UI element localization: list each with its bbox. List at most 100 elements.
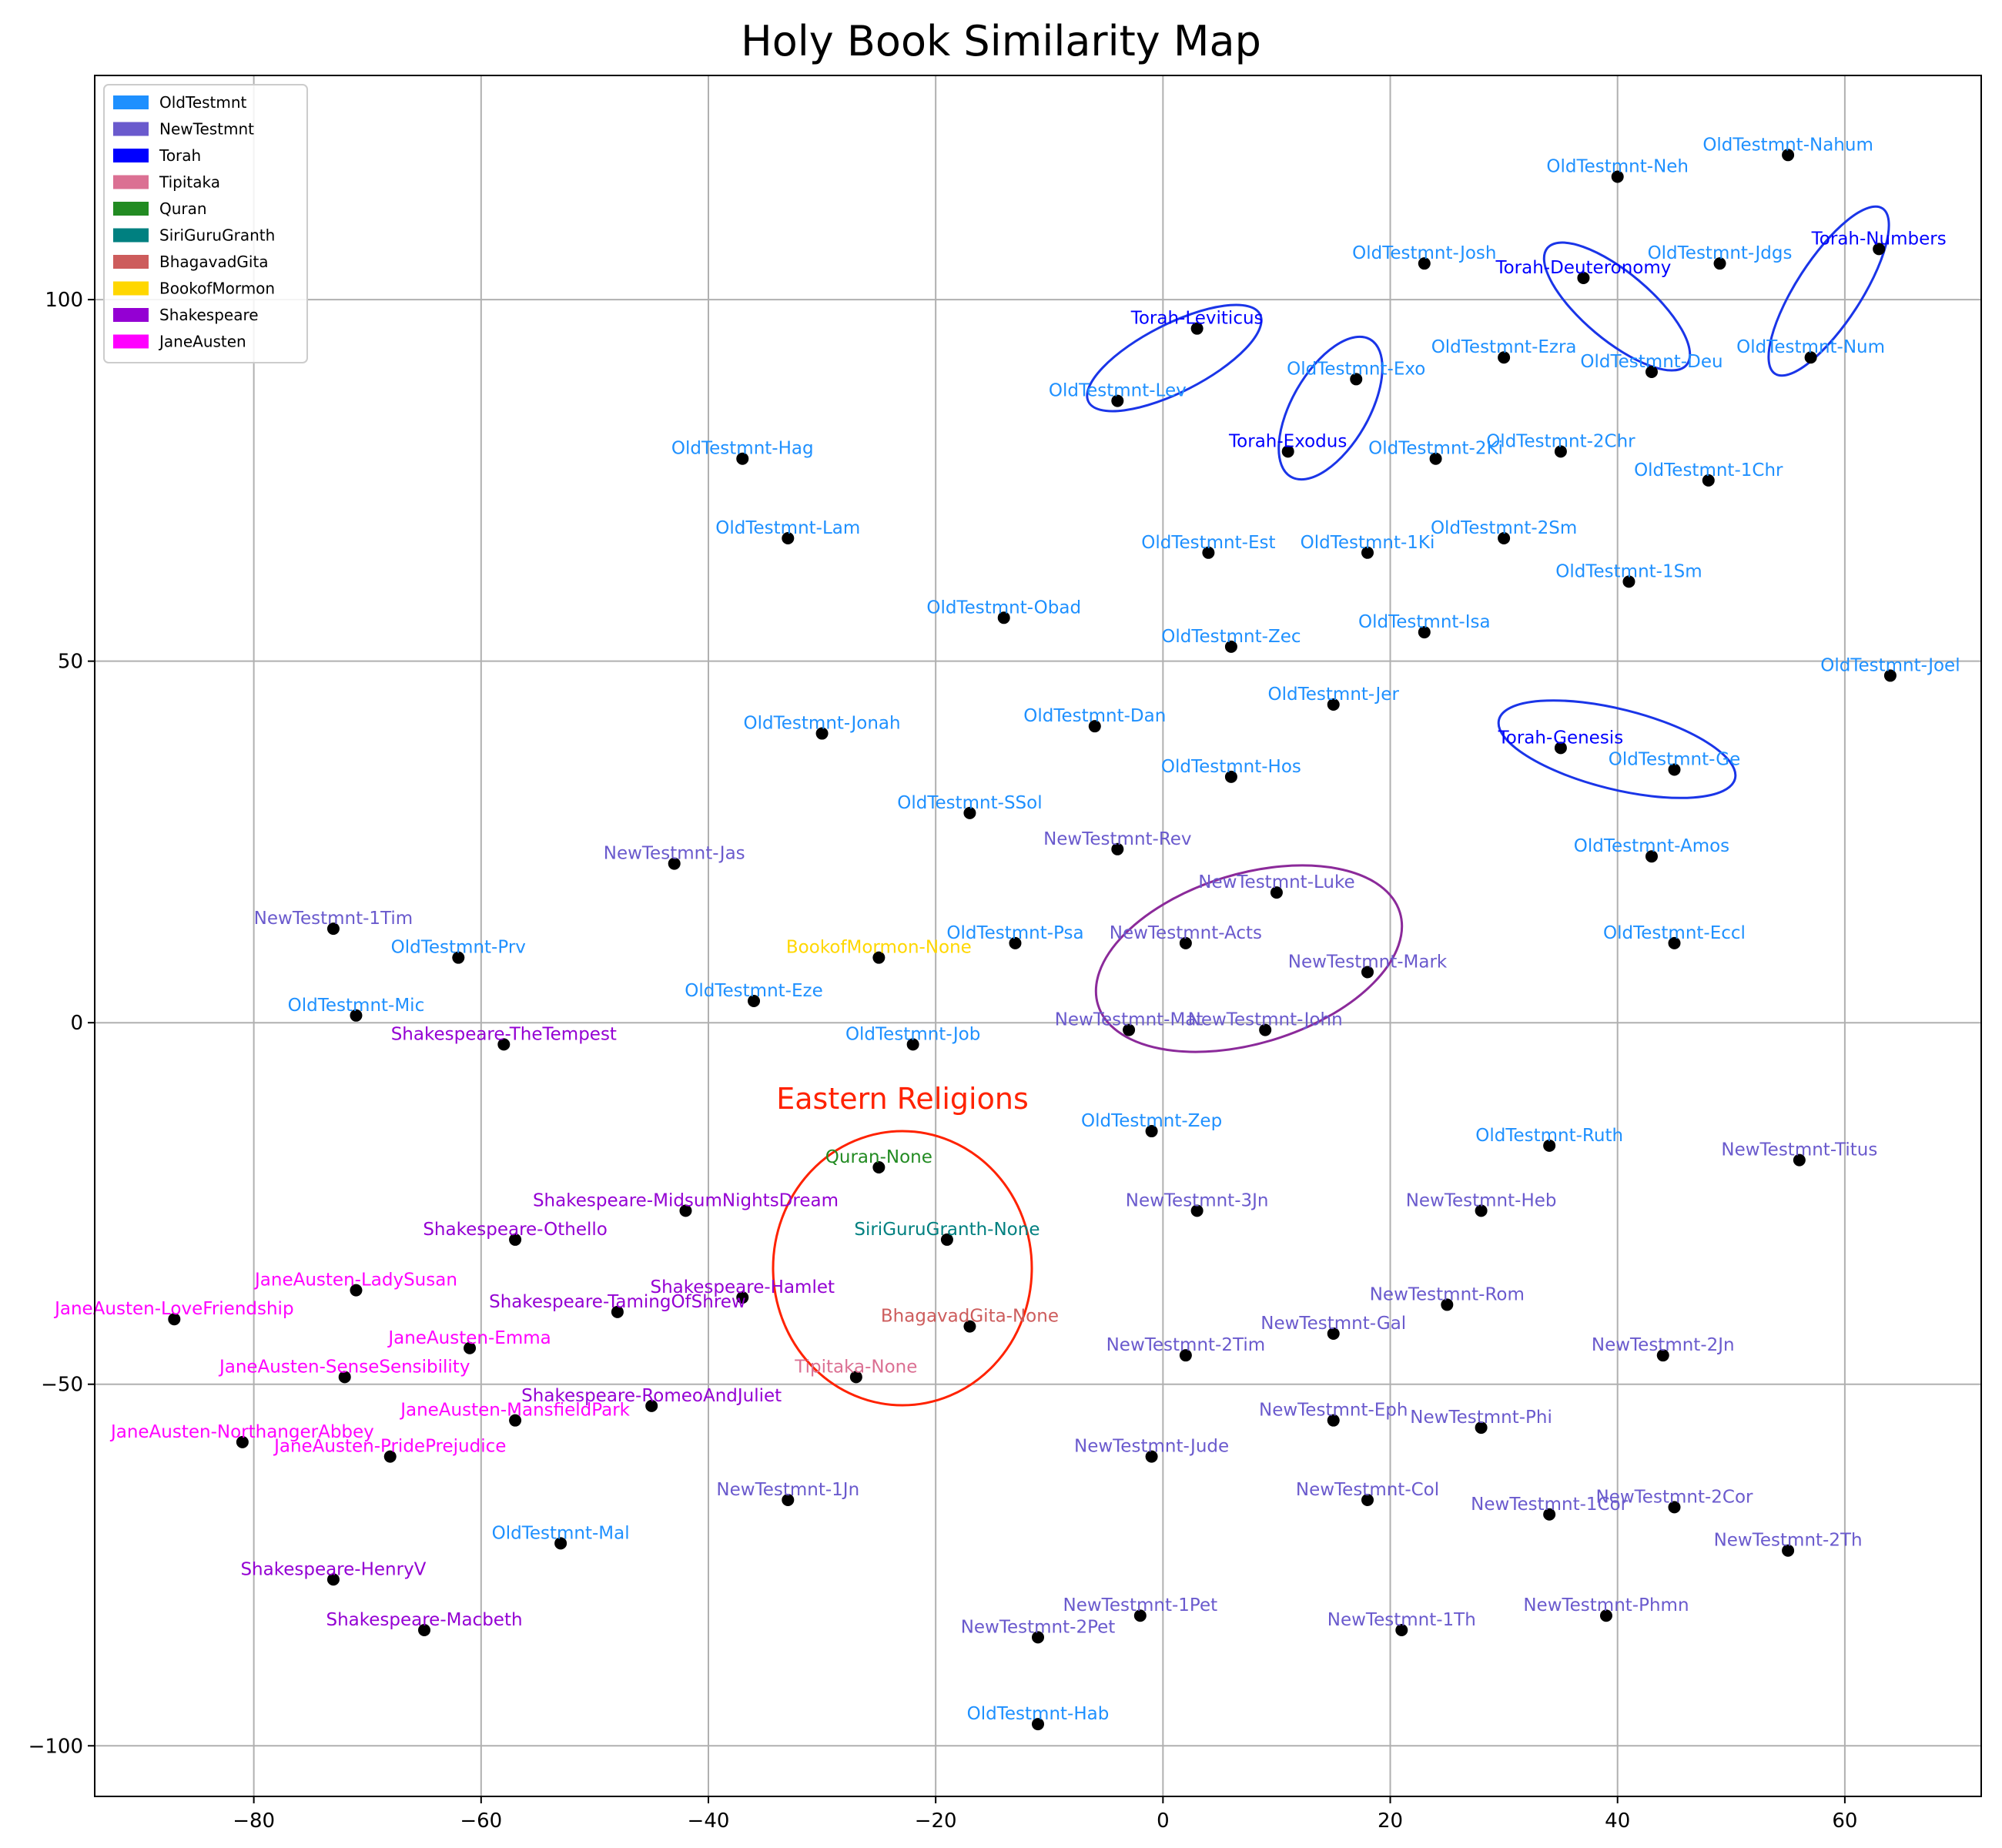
point-label: NewTestmnt-Mat: [1055, 1010, 1204, 1030]
point-label: NewTestmnt-Luke: [1198, 872, 1354, 892]
data-point: [1599, 1609, 1612, 1622]
data-point: [1622, 575, 1635, 588]
x-tick-label: 40: [1605, 1810, 1630, 1833]
chart-title: Holy Book Similarity Map: [741, 17, 1261, 65]
point-label: OldTestmnt-Eze: [685, 981, 822, 1001]
point-label: NewTestmnt-Rev: [1043, 829, 1191, 849]
point-label: OldTestmnt-Josh: [1352, 243, 1496, 263]
eastern-religions-annotation: Eastern Religions: [776, 1082, 1029, 1116]
data-point: [1361, 1493, 1374, 1506]
data-point: [1873, 243, 1886, 256]
point-label: OldTestmnt-Eccl: [1603, 923, 1746, 943]
x-tick-label: 60: [1832, 1810, 1857, 1833]
data-point: [782, 532, 795, 545]
point-label: OldTestmnt-Obad: [926, 598, 1081, 618]
data-point: [1032, 1718, 1044, 1731]
point-label: JaneAusten-MansfieldPark: [399, 1401, 630, 1421]
data-point: [849, 1371, 862, 1384]
point-label: NewTestmnt-Gal: [1260, 1314, 1406, 1334]
cluster-ellipses: [772, 205, 1890, 1407]
grid: [95, 75, 1981, 1796]
legend-swatch: [113, 334, 149, 349]
data-point: [963, 806, 976, 819]
torah-deuteronomy-cluster-ellipse: [1542, 241, 1692, 372]
legend-swatch: [113, 255, 149, 269]
point-label: NewTestmnt-Eph: [1259, 1401, 1408, 1421]
plot-frame: [94, 75, 1982, 1797]
point-label: OldTestmnt-Neh: [1546, 156, 1689, 176]
legend-label: JaneAusten: [158, 333, 246, 351]
point-label: OldTestmnt-1Chr: [1634, 460, 1783, 480]
data-point: [679, 1204, 692, 1217]
point-label: JaneAusten-PridePrejudice: [273, 1437, 506, 1457]
point-label: NewTestmnt-2Pet: [961, 1617, 1116, 1637]
legend-label: Torah: [159, 146, 201, 165]
point-label: OldTestmnt-Zep: [1081, 1111, 1222, 1131]
point-label: NewTestmnt-Acts: [1110, 923, 1262, 943]
data-point: [1656, 1349, 1669, 1362]
y-tick-label: −100: [28, 1735, 83, 1758]
data-point: [1475, 1421, 1488, 1435]
torah-exodus-cluster-ellipse: [1277, 335, 1384, 481]
legend-swatch: [113, 95, 149, 109]
point-label: BhagavadGita-None: [881, 1307, 1059, 1327]
data-point: [1327, 1327, 1340, 1340]
data-point: [350, 1009, 363, 1022]
point-label: OldTestmnt-Psa: [946, 923, 1083, 943]
data-point: [236, 1435, 249, 1448]
data-point: [1543, 1508, 1556, 1521]
data-point: [350, 1284, 363, 1297]
data-point: [1702, 474, 1715, 487]
point-label: Shakespeare-MidsumNightsDream: [533, 1190, 839, 1210]
point-label: NewTestmnt-1Jn: [716, 1480, 859, 1500]
point-label: NewTestmnt-Titus: [1721, 1140, 1877, 1160]
point-label: NewTestmnt-2Jn: [1592, 1335, 1735, 1355]
point-label: Torah-Genesis: [1498, 728, 1624, 748]
point-label: OldTestmnt-Joel: [1820, 655, 1960, 675]
torah-numbers-cluster-ellipse: [1767, 205, 1890, 377]
point-label: Shakespeare-Hamlet: [651, 1277, 835, 1297]
point-label: OldTestmnt-Job: [845, 1024, 980, 1044]
point-label: NewTestmnt-Jas: [604, 844, 745, 864]
point-label: SiriGuruGranth-None: [854, 1220, 1040, 1240]
point-label: OldTestmnt-Hos: [1161, 757, 1301, 777]
data-point: [1668, 936, 1681, 949]
data-point: [736, 452, 749, 465]
data-point: [1611, 170, 1624, 183]
point-label: OldTestmnt-SSol: [897, 793, 1042, 813]
point-label: JaneAusten-LoveFriendship: [53, 1299, 293, 1319]
x-tick-label: −60: [460, 1810, 502, 1833]
point-label: NewTestmnt-1Tim: [254, 909, 413, 929]
point-label: OldTestmnt-1Ki: [1301, 533, 1435, 553]
point-label: OldTestmnt-Prv: [391, 938, 526, 958]
data-point: [1145, 1450, 1158, 1463]
legend-label: Shakespeare: [159, 306, 259, 324]
point-label: NewTestmnt-Heb: [1406, 1190, 1557, 1210]
point-label: Shakespeare-Macbeth: [326, 1610, 522, 1630]
point-label: OldTestmnt-2Chr: [1486, 431, 1635, 451]
gospels-cluster-ellipse: [1094, 864, 1404, 1053]
data-point: [1498, 532, 1511, 545]
y-tick-label: −50: [41, 1374, 83, 1397]
data-point: [997, 611, 1010, 624]
data-point: [1668, 763, 1681, 776]
data-point: [1281, 445, 1294, 458]
legend-swatch: [113, 202, 149, 216]
point-label: Tipitaka-None: [794, 1357, 917, 1377]
data-point: [509, 1233, 522, 1246]
data-point: [1145, 1125, 1158, 1138]
point-label: OldTestmnt-Mic: [288, 996, 425, 1016]
eastern-religions-cluster-ellipse: [772, 1130, 1033, 1407]
data-point: [1327, 1414, 1340, 1427]
data-point: [1202, 546, 1215, 559]
data-point: [611, 1305, 624, 1318]
point-label: OldTestmnt-Jer: [1268, 685, 1400, 705]
point-label: OldTestmnt-Isa: [1358, 612, 1491, 632]
point-label: OldTestmnt-Hag: [671, 439, 814, 459]
data-point: [1668, 1501, 1681, 1514]
point-label: OldTestmnt-Exo: [1287, 359, 1425, 379]
point-label: NewTestmnt-2Cor: [1596, 1487, 1754, 1507]
data-point: [1361, 546, 1374, 559]
point-label: OldTestmnt-Deu: [1580, 352, 1722, 372]
legend-label: NewTestmnt: [159, 120, 254, 139]
